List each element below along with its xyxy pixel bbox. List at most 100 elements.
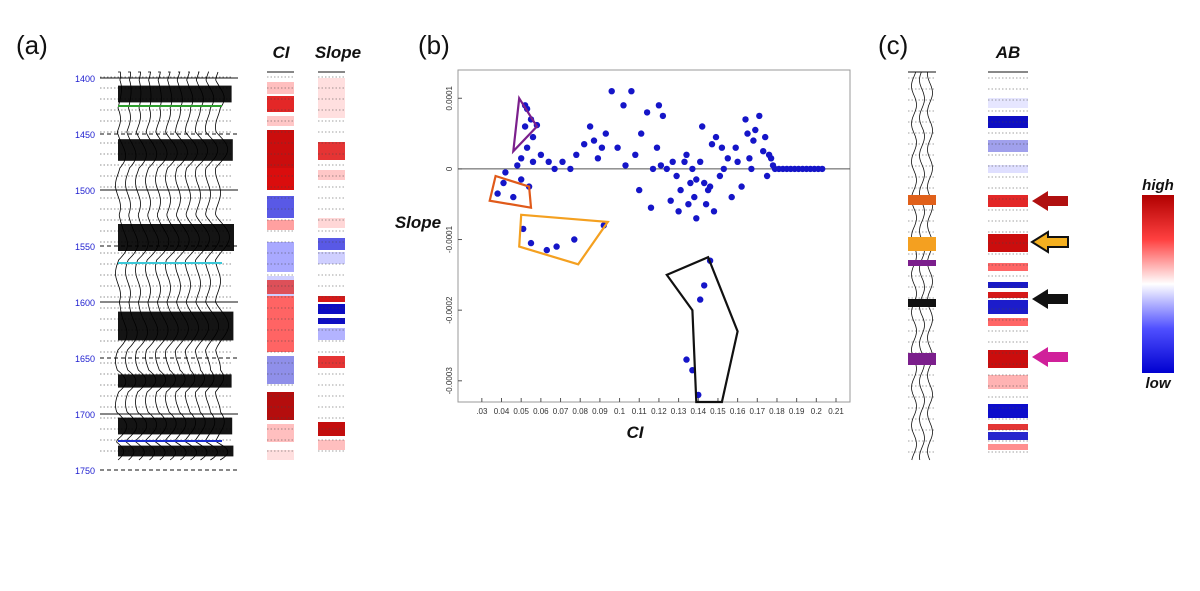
x-tick-label: 0.05 (513, 407, 529, 416)
data-point (553, 243, 560, 250)
data-point (628, 88, 635, 95)
data-point (622, 162, 629, 169)
highlight-arrow (1032, 191, 1068, 211)
data-point (573, 151, 580, 158)
seismic-peak-fill (118, 417, 233, 435)
data-point (760, 148, 767, 155)
data-point (767, 155, 775, 162)
data-point (701, 282, 708, 289)
data-point (649, 165, 657, 173)
cluster-outline (511, 95, 539, 155)
x-tick-label: 0.09 (592, 407, 608, 416)
data-point (527, 239, 535, 247)
data-point (529, 158, 537, 165)
data-point (590, 137, 598, 144)
y-tick-label: -0.0002 (445, 296, 454, 324)
attribute-band (988, 432, 1028, 440)
depth-axis: 1400 1450 1500 1550 1600 1650 1700 1750 (75, 74, 95, 476)
x-tick-label: 0.19 (789, 407, 805, 416)
data-point (614, 144, 621, 151)
x-tick-label: 0.21 (828, 407, 844, 416)
data-point (819, 165, 826, 173)
data-point (720, 165, 727, 173)
data-point (520, 225, 527, 233)
highlight-arrow (1032, 289, 1068, 309)
data-point (681, 158, 688, 165)
seismic-trace (115, 71, 128, 461)
x-tick-label: 0.18 (769, 407, 785, 416)
panel-c-label: (c) (878, 30, 908, 60)
data-point (742, 116, 749, 123)
data-point (567, 165, 574, 173)
data-point (514, 162, 521, 169)
x-tick-label: 0.04 (494, 407, 510, 416)
x-tick-label: 0.12 (651, 407, 667, 416)
data-point (602, 130, 609, 137)
highlight-arrow (1032, 347, 1068, 367)
panel-c: (c) AB high low (878, 30, 1174, 461)
x-tick-label: 0.11 (632, 407, 648, 416)
depth-tick-label: 1700 (75, 410, 95, 420)
ci-attribute-column (267, 71, 294, 460)
attribute-band (988, 165, 1028, 173)
seismic-trace (135, 71, 149, 461)
marker-band (908, 299, 936, 307)
seismic-trace-column (908, 71, 936, 461)
data-point (608, 88, 615, 95)
y-tick-label: -0.0003 (445, 367, 454, 395)
data-point (710, 208, 718, 215)
attribute-band (988, 263, 1028, 271)
seismic-trace (155, 71, 170, 461)
x-tick-label: 0.2 (811, 407, 823, 416)
data-point (647, 204, 655, 211)
attribute-band (318, 78, 345, 118)
seismic-peak-fill (118, 85, 232, 103)
ab-column-title: AB (995, 43, 1021, 62)
data-point (702, 201, 710, 208)
attribute-band (267, 82, 294, 94)
ab-attribute-column (988, 71, 1028, 460)
data-point (632, 151, 639, 158)
data-point (697, 158, 704, 165)
attribute-band (267, 356, 294, 384)
attribute-band (318, 218, 345, 228)
highlight-arrows (1030, 191, 1069, 367)
seismic-trace (175, 71, 190, 461)
panel-b-label: (b) (418, 30, 450, 60)
attribute-band (988, 195, 1028, 207)
attribute-band (267, 392, 294, 420)
slope-column-title: Slope (315, 43, 361, 62)
data-point (716, 172, 724, 180)
attribute-band (267, 96, 294, 112)
attribute-band (267, 450, 294, 460)
seismic-trace (165, 71, 180, 461)
attribute-band (318, 142, 345, 160)
data-point (543, 246, 550, 254)
data-point (581, 141, 588, 148)
marker-band (908, 237, 936, 251)
data-point (518, 155, 525, 162)
attribute-band (988, 98, 1028, 108)
attribute-band (318, 328, 345, 340)
attribute-band (988, 300, 1028, 314)
attribute-band (267, 424, 294, 442)
attribute-band (988, 234, 1028, 252)
cluster-outline (518, 213, 610, 266)
data-point (494, 190, 501, 197)
data-point (746, 155, 753, 162)
ci-column-title: CI (273, 43, 291, 62)
x-tick-label: 0.07 (553, 407, 569, 416)
attribute-band (318, 356, 345, 368)
seismic-trace (185, 71, 200, 461)
data-point (718, 144, 726, 151)
x-tick-label: 0.17 (750, 407, 766, 416)
data-point (683, 356, 690, 363)
attribute-band (267, 168, 294, 190)
attribute-band (267, 220, 294, 230)
data-point (691, 193, 698, 201)
seismic-trace (125, 71, 139, 461)
depth-tick-label: 1550 (75, 242, 95, 252)
seismic-trace (195, 71, 210, 461)
seismic-trace (145, 71, 159, 461)
data-point (712, 133, 720, 141)
